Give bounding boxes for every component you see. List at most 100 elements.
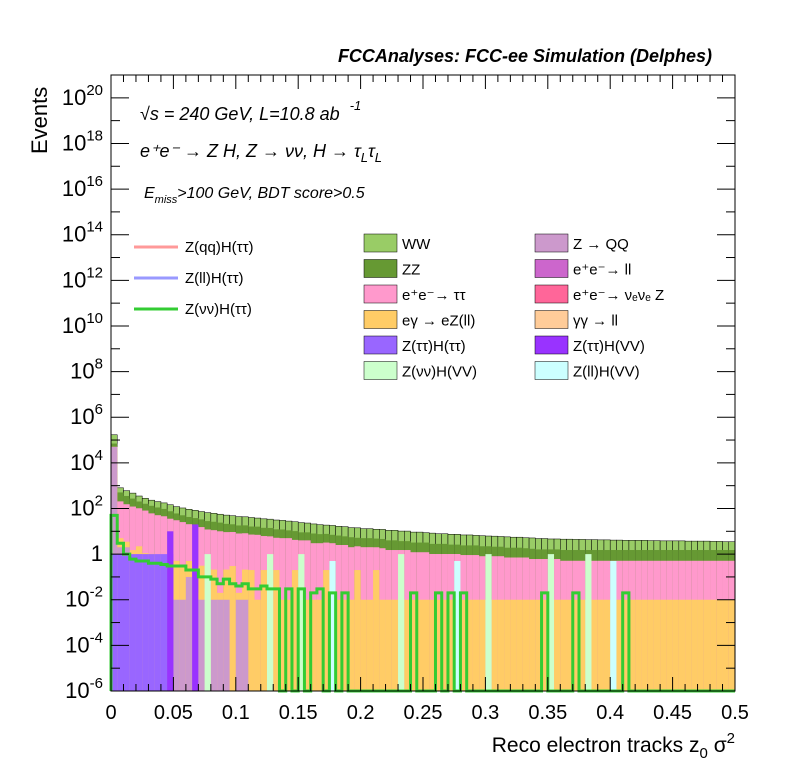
y-tick-label: 102 bbox=[70, 492, 103, 520]
x-tick-label: 0.15 bbox=[279, 702, 318, 724]
bar bbox=[410, 599, 417, 691]
bar bbox=[192, 524, 199, 691]
bar bbox=[678, 599, 686, 691]
bar bbox=[248, 570, 255, 691]
y-axis-label-group: Events bbox=[27, 87, 52, 154]
small-series-1 bbox=[167, 524, 199, 691]
y-tick-label: 1 bbox=[91, 541, 103, 566]
bar bbox=[628, 599, 636, 691]
legend-box-label: γγ → ll bbox=[573, 313, 618, 330]
axes-group: 0 0.05 0.1 0.15 0.2 0.25 0.3 0.35 0.4 0.45 0.5 1020… bbox=[62, 74, 749, 724]
bar bbox=[572, 599, 579, 691]
annotation-energy: √s = 240 GeV, L=10.8 ab -1 bbox=[140, 98, 361, 124]
bar bbox=[323, 570, 330, 691]
bar bbox=[547, 554, 555, 691]
y-tick-label: 1018 bbox=[62, 127, 103, 155]
bar bbox=[447, 599, 455, 691]
bar bbox=[123, 554, 130, 691]
bar bbox=[710, 599, 717, 691]
bar bbox=[591, 599, 598, 691]
legend-box-swatch bbox=[534, 233, 569, 253]
bar bbox=[210, 599, 218, 691]
bar bbox=[504, 599, 511, 691]
bar bbox=[135, 554, 143, 691]
bar bbox=[379, 599, 386, 691]
x-tick-label: 0.35 bbox=[528, 702, 567, 724]
bar bbox=[373, 570, 380, 691]
bar bbox=[603, 599, 611, 691]
bar bbox=[423, 599, 430, 691]
stacked-bars-group bbox=[110, 434, 736, 692]
bar bbox=[510, 599, 517, 691]
legend-box-label: Z(νν)H(VV) bbox=[402, 364, 477, 381]
bar bbox=[472, 599, 480, 691]
bar bbox=[404, 599, 411, 691]
bar bbox=[198, 599, 205, 691]
small-series-3 bbox=[329, 560, 617, 691]
legend: Z(qq)H(ττ) Z(ll)H(ττ) Z(νν)H(ττ) WW Z → QQ ZZ… bbox=[134, 233, 664, 381]
legend-box-label: ZZ bbox=[402, 262, 420, 279]
bar bbox=[179, 599, 186, 691]
bar bbox=[310, 599, 317, 691]
bar bbox=[529, 599, 536, 691]
x-tick-label: 0.25 bbox=[404, 702, 443, 724]
bar bbox=[279, 599, 286, 691]
bar bbox=[566, 599, 573, 691]
bar bbox=[554, 599, 561, 691]
annotation-process: e⁺e⁻ → Z H, Z → νν, H → τLτL bbox=[140, 141, 382, 165]
bar bbox=[703, 599, 711, 691]
bar bbox=[635, 599, 642, 691]
bar bbox=[117, 554, 124, 691]
bar bbox=[435, 599, 442, 691]
bar bbox=[129, 554, 136, 691]
bar bbox=[579, 599, 586, 691]
legend-box-swatch bbox=[534, 310, 569, 329]
y-axis-label: Events bbox=[27, 87, 52, 154]
y-tick-label: 1010 bbox=[62, 310, 103, 338]
legend-box-label: Z(ττ)H(ττ) bbox=[402, 338, 466, 355]
bar bbox=[267, 554, 274, 691]
y-tick-label: 10-6 bbox=[65, 675, 103, 703]
legend-box-label: Z(ll)H(VV) bbox=[573, 364, 640, 381]
bar bbox=[691, 599, 698, 691]
bar bbox=[616, 599, 623, 691]
bar bbox=[304, 599, 311, 691]
bar bbox=[497, 599, 505, 691]
bar bbox=[485, 554, 492, 691]
legend-box-swatch bbox=[363, 284, 398, 304]
legend-box-label: WW bbox=[402, 236, 431, 253]
y-tick-label: 10-2 bbox=[65, 584, 103, 612]
bar bbox=[585, 554, 592, 691]
y-tick-label: 104 bbox=[70, 447, 103, 475]
bar bbox=[291, 570, 299, 691]
x-tick-label: 0.3 bbox=[471, 702, 499, 724]
bar bbox=[148, 554, 155, 691]
bar bbox=[385, 599, 392, 691]
legend-box-swatch bbox=[534, 259, 569, 278]
bar bbox=[185, 576, 193, 691]
legend-box-swatch bbox=[534, 335, 569, 355]
y-tick-label: 106 bbox=[70, 401, 103, 429]
bar bbox=[535, 599, 542, 691]
bar bbox=[466, 599, 473, 691]
bar bbox=[154, 554, 161, 691]
legend-box-swatch bbox=[363, 310, 398, 329]
bar bbox=[285, 599, 292, 691]
bar bbox=[441, 599, 448, 691]
bar bbox=[360, 599, 367, 691]
bar bbox=[142, 554, 149, 691]
bar bbox=[560, 599, 567, 691]
y-tick-label: 108 bbox=[70, 356, 103, 384]
bar bbox=[697, 599, 704, 691]
x-tick-label: 0.45 bbox=[653, 702, 692, 724]
bar bbox=[354, 570, 361, 691]
bar bbox=[254, 599, 261, 691]
legend-box-label: e⁺e⁻→ ll bbox=[573, 262, 631, 279]
legend-box-label: Z → QQ bbox=[573, 236, 629, 253]
bar bbox=[516, 599, 523, 691]
x-tick-label: 0.5 bbox=[721, 702, 749, 724]
x-tick-label: 0.4 bbox=[596, 702, 624, 724]
bar bbox=[335, 599, 342, 691]
bar bbox=[229, 566, 236, 691]
